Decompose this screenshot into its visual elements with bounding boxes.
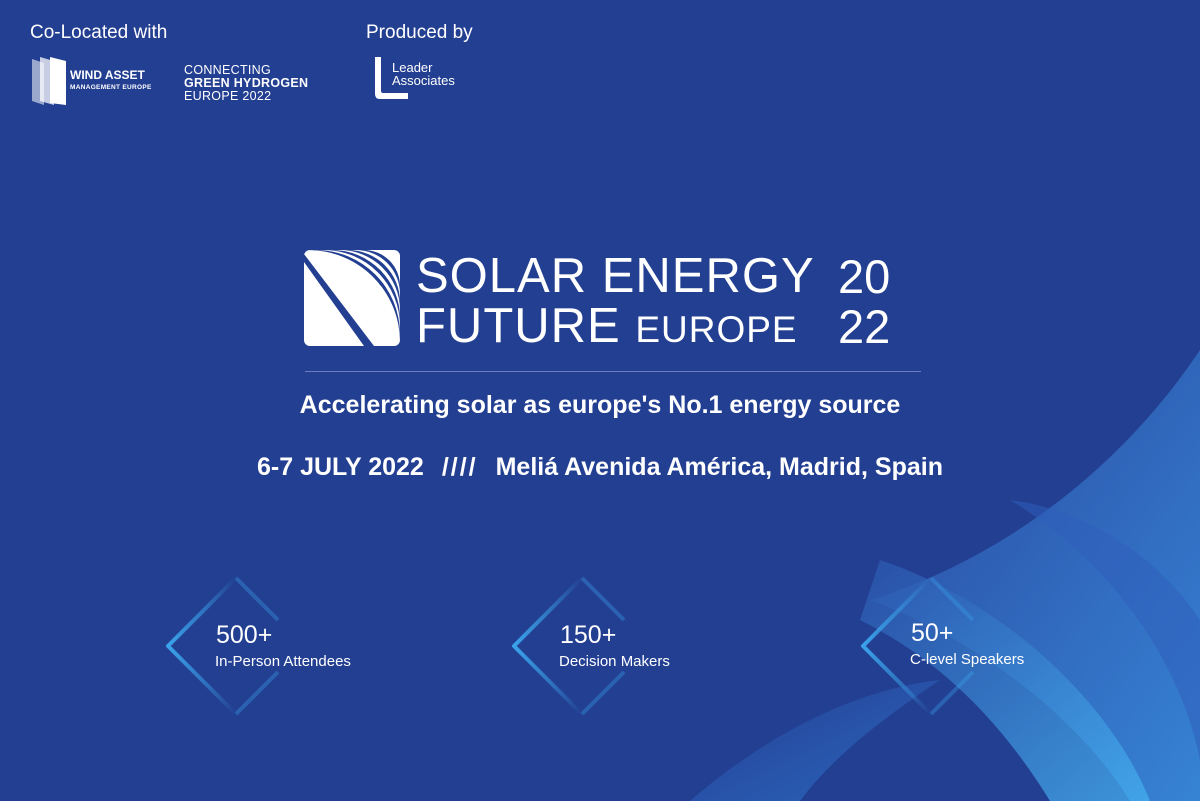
brand-europe: EUROPE [635,309,798,350]
colocated-label: Co-Located with [30,22,168,43]
wind-asset-subtitle: MANAGEMENT EUROPE [70,84,152,91]
wind-asset-title: WIND ASSET [70,68,145,82]
brand-title-line1: SOLAR ENERGY [416,249,815,303]
leader-associates-logo: Leader Associates [372,55,472,101]
brand-year-bottom: 22 [838,300,891,353]
stat-value-decision-makers: 150+ [560,621,617,649]
leader-line1: Leader [392,60,433,75]
tagline: Accelerating solar as europe's No.1 ener… [299,391,901,419]
hydrogen-line2: GREEN HYDROGEN [184,76,309,90]
produced-label: Produced by [366,22,473,43]
arc-shape-1 [870,350,1200,801]
arc-shape-3 [690,680,940,801]
hydrogen-line3: EUROPE 2022 [184,89,272,103]
brand-divider [305,371,921,372]
green-hydrogen-logo: CONNECTING GREEN HYDROGEN EUROPE 2022 [184,64,324,104]
leader-l-icon [375,57,408,99]
event-separator: //// [441,453,478,481]
stat-diamond-icon [512,576,626,716]
wind-asset-logo: WIND ASSET MANAGEMENT EUROPE [30,55,170,107]
stat-diamond-icon [861,576,975,716]
leader-line2: Associates [392,73,455,88]
stat-value-speakers: 50+ [911,619,954,647]
event-dateline: 6-7 JULY 2022 //// Meliá Avenida América, … [0,453,1200,482]
arc-shape-4 [1010,500,1200,760]
event-venue: Meliá Avenida América, Madrid, Spain [495,453,943,481]
brand-year-top: 20 [838,250,891,303]
stat-diamond-icon [166,576,280,716]
brand-title-line2: FUTURE EUROPE [416,302,798,354]
hydrogen-line1: CONNECTING [184,63,272,77]
wind-asset-mark-icon [32,57,66,105]
stat-label-speakers: C-level Speakers [910,651,1025,668]
stat-label-attendees: In-Person Attendees [215,653,351,670]
stat-label-decision-makers: Decision Makers [559,653,670,670]
solar-brand-mark-icon [304,250,400,346]
stat-value-attendees: 500+ [216,621,273,649]
brand-future: FUTURE [416,299,621,353]
arc-shape-2 [860,560,1150,801]
event-date: 6-7 JULY 2022 [257,453,424,481]
